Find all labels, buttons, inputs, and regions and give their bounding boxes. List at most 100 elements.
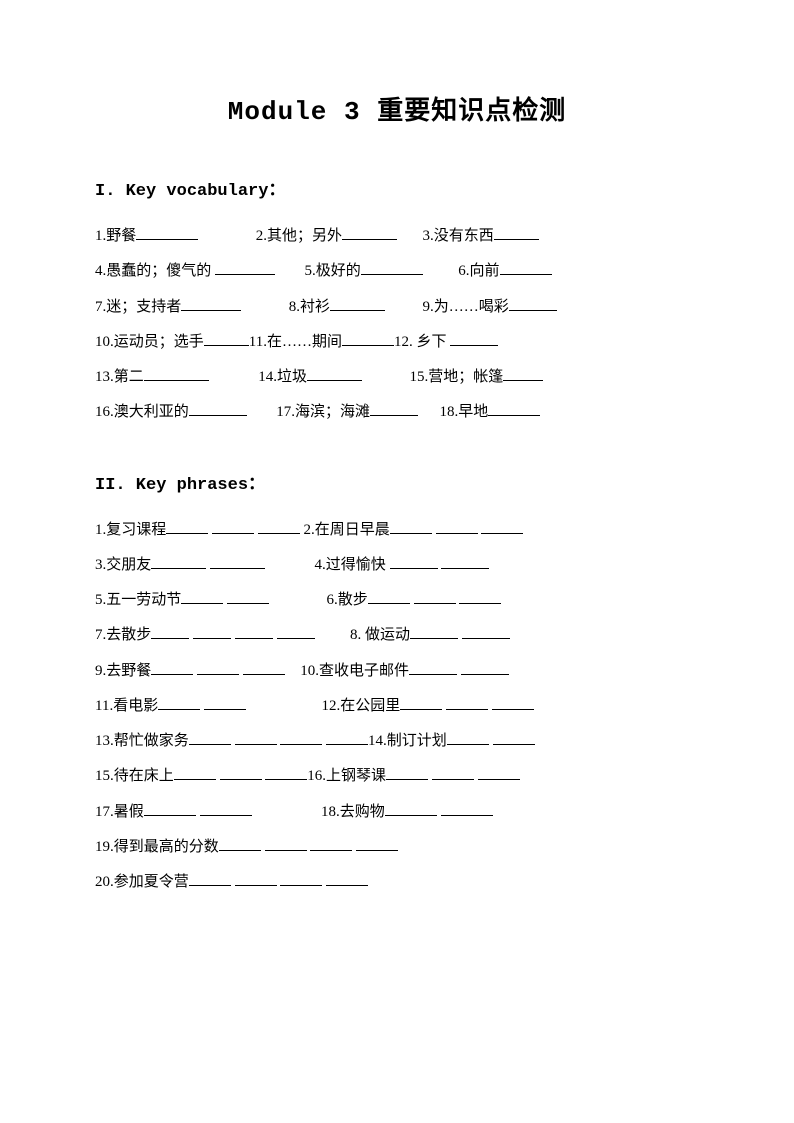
blank[interactable] [361,259,423,275]
blank[interactable] [478,764,520,780]
item-num: 16. [307,768,326,784]
blank[interactable] [151,659,193,675]
blank[interactable] [243,659,285,675]
item-text: 在公园里 [340,698,400,714]
blank[interactable] [326,729,368,745]
blank[interactable] [204,330,249,346]
item-num: 5. [95,592,106,608]
blank[interactable] [503,365,543,381]
blank[interactable] [265,764,307,780]
blank[interactable] [441,800,493,816]
blank[interactable] [342,224,397,240]
blank[interactable] [200,800,252,816]
blank[interactable] [390,518,432,534]
blank[interactable] [212,518,254,534]
blank[interactable] [326,870,368,886]
blank[interactable] [136,224,198,240]
item-text: 暑假 [114,804,144,820]
item-num: 6. [327,592,338,608]
item-num: 14. [368,733,387,749]
blank[interactable] [197,659,239,675]
blank[interactable] [204,694,246,710]
item-num: 3. [95,557,106,573]
blank[interactable] [151,623,189,639]
item-text: 为……喝彩 [434,299,509,315]
blank[interactable] [181,295,241,311]
blank[interactable] [493,729,535,745]
item-num: 15. [95,768,114,784]
blank[interactable] [189,400,247,416]
blank[interactable] [144,800,196,816]
section1-head: I. Key vocabulary： [95,175,699,201]
blank[interactable] [385,800,437,816]
blank[interactable] [356,835,398,851]
blank[interactable] [181,588,223,604]
blank[interactable] [481,518,523,534]
blank[interactable] [436,518,478,534]
blank[interactable] [265,835,307,851]
blank[interactable] [219,835,261,851]
item-text: 上钢琴课 [326,768,386,784]
blank[interactable] [151,553,206,569]
blank[interactable] [410,623,458,639]
blank[interactable] [414,588,456,604]
blank[interactable] [144,365,209,381]
blank[interactable] [462,623,510,639]
blank[interactable] [158,694,200,710]
blank[interactable] [235,870,277,886]
blank[interactable] [446,694,488,710]
blank[interactable] [459,588,501,604]
item-text: 查收电子邮件 [319,663,409,679]
blank[interactable] [235,729,277,745]
blank[interactable] [461,659,509,675]
phrase-row: 15.待在床上 16.上钢琴课 [95,759,699,794]
blank[interactable] [342,330,394,346]
item-text: 散步 [338,592,368,608]
blank[interactable] [330,295,385,311]
blank[interactable] [280,729,322,745]
blank[interactable] [441,553,489,569]
blank[interactable] [235,623,273,639]
item-num: 5. [305,263,316,279]
vocab-row: 10.运动员；选手11.在……期间12. 乡下 [95,325,699,360]
item-text: 参加夏令营 [114,874,189,890]
item-num: 2. [256,228,267,244]
item-num: 8. [289,299,300,315]
blank[interactable] [227,588,269,604]
item-num: 14. [258,369,277,385]
blank[interactable] [509,295,557,311]
phrase-row: 9.去野餐 10.查收电子邮件 [95,654,699,689]
blank[interactable] [488,400,540,416]
blank[interactable] [189,870,231,886]
blank[interactable] [307,365,362,381]
item-num: 20. [95,874,114,890]
blank[interactable] [215,259,275,275]
item-text: 运动员；选手 [114,334,204,350]
blank[interactable] [492,694,534,710]
blank[interactable] [368,588,410,604]
vocab-row: 13.第二 14.垃圾 15.营地；帐篷 [95,360,699,395]
blank[interactable] [400,694,442,710]
blank[interactable] [193,623,231,639]
blank[interactable] [189,729,231,745]
blank[interactable] [174,764,216,780]
blank[interactable] [166,518,208,534]
item-text: 过得愉快 [326,557,386,573]
blank[interactable] [210,553,265,569]
blank[interactable] [386,764,428,780]
blank[interactable] [409,659,457,675]
blank[interactable] [310,835,352,851]
blank[interactable] [390,553,438,569]
blank[interactable] [280,870,322,886]
blank[interactable] [277,623,315,639]
blank[interactable] [370,400,418,416]
blank[interactable] [258,518,300,534]
blank[interactable] [447,729,489,745]
blank[interactable] [494,224,539,240]
blank[interactable] [432,764,474,780]
blank[interactable] [220,764,262,780]
item-text: 第二 [114,369,144,385]
item-text: 帮忙做家务 [114,733,189,749]
blank[interactable] [450,330,498,346]
blank[interactable] [500,259,552,275]
